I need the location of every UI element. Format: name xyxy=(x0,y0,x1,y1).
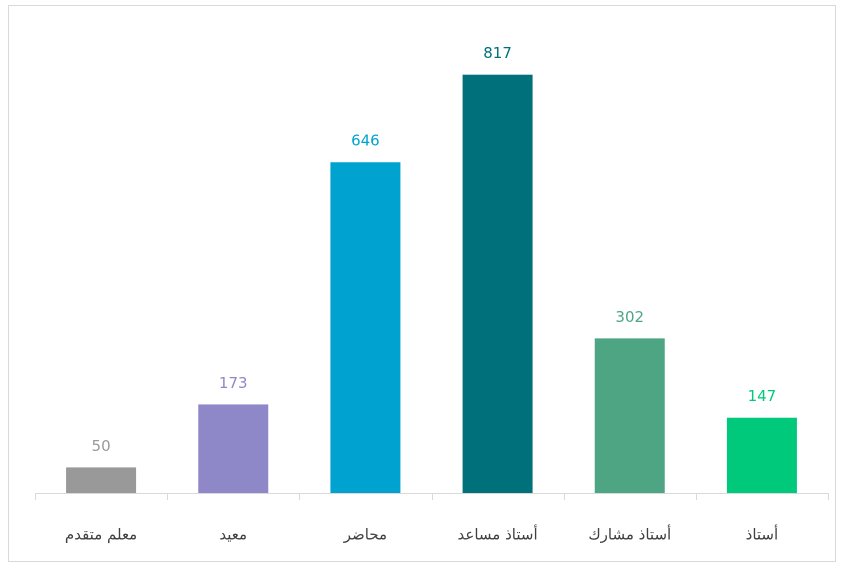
bar xyxy=(462,74,533,494)
bar xyxy=(330,162,401,494)
value-label: 173 xyxy=(219,374,248,392)
value-label: 646 xyxy=(351,132,380,150)
x-tick-label: أستاذ مشارك xyxy=(588,525,671,544)
bar xyxy=(198,404,269,493)
x-tick-label: معلم متقدم xyxy=(65,526,137,544)
bar xyxy=(594,338,665,493)
x-tick-label: محاضر xyxy=(343,526,387,544)
chart-frame xyxy=(8,5,836,562)
value-label: 50 xyxy=(92,437,111,455)
value-label: 302 xyxy=(615,308,644,326)
x-tick-label: أستاذ xyxy=(746,525,779,544)
x-tick-label: معيد xyxy=(219,526,247,544)
bar xyxy=(66,467,137,493)
x-tick-label: أستاذ مساعد xyxy=(458,525,538,544)
value-label: 817 xyxy=(483,44,512,62)
bar xyxy=(726,417,797,493)
value-label: 147 xyxy=(748,387,777,405)
